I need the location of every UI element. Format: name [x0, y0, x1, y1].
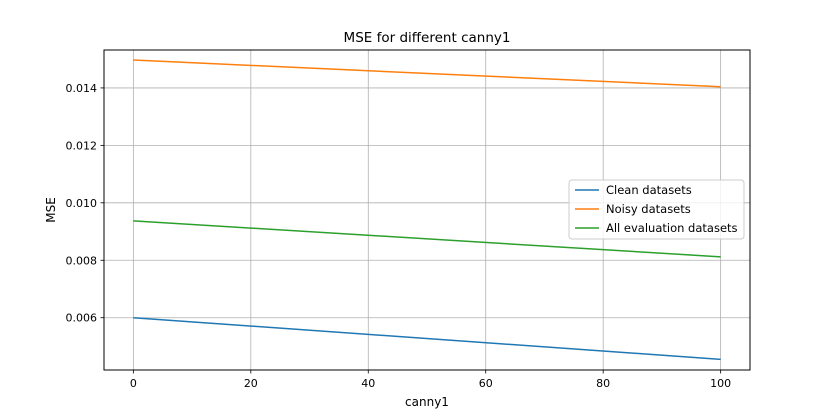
x-tick-label: 40	[361, 377, 375, 390]
x-tick-label: 60	[479, 377, 493, 390]
y-tick-label: 0.008	[66, 254, 98, 267]
legend-label: Noisy datasets	[606, 202, 691, 216]
series-line	[133, 316, 721, 361]
legend-box	[568, 179, 745, 240]
legend-label: All evaluation datasets	[606, 221, 738, 235]
y-tick-label: 0.014	[66, 82, 98, 95]
y-tick-label: 0.006	[66, 312, 98, 325]
x-axis-ticks: 0 20 40 60 80 100	[130, 370, 731, 390]
plot-frame	[103, 49, 751, 371]
series-line	[133, 220, 721, 258]
y-axis-ticks: 0.006 0.008 0.010 0.012 0.014	[66, 82, 104, 325]
legend: Clean datasets Noisy datasets All evaluati…	[568, 179, 745, 240]
chart-title: MSE for different canny1	[344, 30, 511, 46]
x-tick-label: 80	[596, 377, 610, 390]
series-line	[133, 59, 721, 88]
y-tick-label: 0.010	[66, 197, 98, 210]
series-lines	[133, 59, 721, 361]
legend-label: Clean datasets	[606, 183, 692, 197]
x-tick-label: 20	[244, 377, 258, 390]
x-axis-label: canny1	[405, 395, 449, 409]
y-tick-label: 0.012	[66, 139, 98, 152]
grid	[104, 50, 750, 370]
y-axis-label: MSE	[44, 197, 58, 223]
x-tick-label: 0	[130, 377, 137, 390]
x-tick-label: 100	[710, 377, 731, 390]
